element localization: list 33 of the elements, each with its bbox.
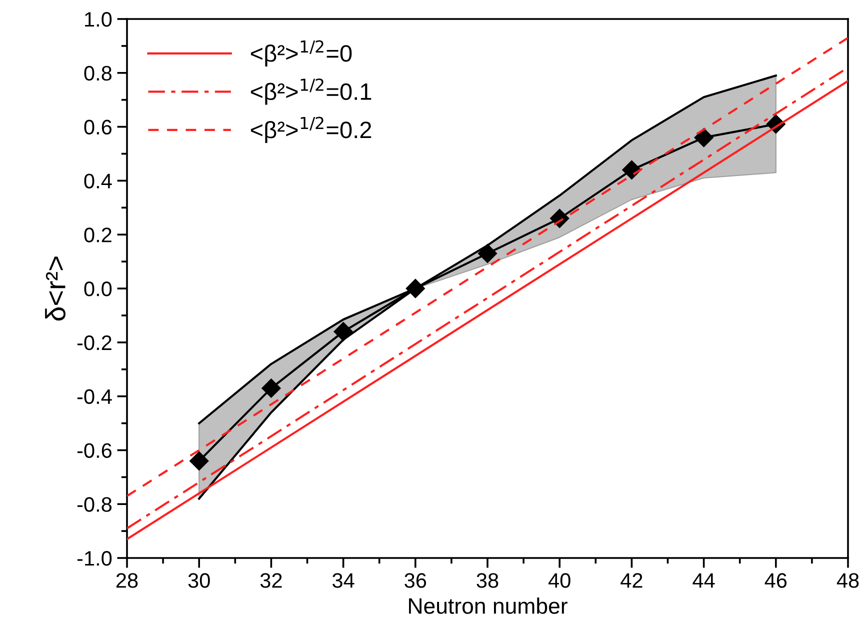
x-tick-label: 38 [476, 573, 498, 588]
x-tick-label: 28 [116, 573, 138, 588]
x-tick-label: 30 [188, 573, 210, 588]
y-tick-label: -0.4 [77, 389, 112, 404]
legend-label: <β²>$^{1/2}$=0.2 [250, 116, 372, 143]
y-tick-label: 0.4 [84, 174, 112, 188]
y-tick-label: -0.2 [77, 335, 112, 350]
x-tick-label: 32 [260, 573, 282, 588]
point [622, 160, 642, 180]
y-tick-label: 1.0 [85, 12, 112, 27]
point [334, 322, 353, 342]
y-tick-label: 0.0 [84, 282, 112, 296]
point [262, 378, 281, 398]
y-tick-label: 0.2 [84, 228, 112, 242]
legend-label: <β²>$^{1/2}$=0.1 [250, 78, 372, 105]
x-tick-label: 36 [404, 573, 426, 588]
point [190, 451, 209, 471]
x-tick-label: 48 [836, 573, 859, 588]
y-axis-title: δ<r²> [45, 256, 66, 321]
x-tick-label: 44 [692, 573, 715, 588]
x-tick-label: 46 [764, 573, 787, 588]
y-tick-label: -0.6 [77, 443, 112, 458]
legend-label: <β²>$^{1/2}$=0 [250, 40, 352, 66]
point [694, 128, 714, 148]
y-tick-label: 0.8 [84, 66, 112, 81]
y-tick-label: 0.6 [84, 120, 112, 135]
point [478, 244, 498, 263]
x-tick-label: 40 [548, 573, 570, 588]
x-tick-label: 34 [332, 573, 354, 588]
x-tick-label: 42 [620, 573, 642, 588]
y-tick-label: -0.8 [77, 497, 112, 512]
y-tick-label: -1.0 [77, 551, 112, 566]
x-axis-title: Neutron number [409, 598, 568, 614]
